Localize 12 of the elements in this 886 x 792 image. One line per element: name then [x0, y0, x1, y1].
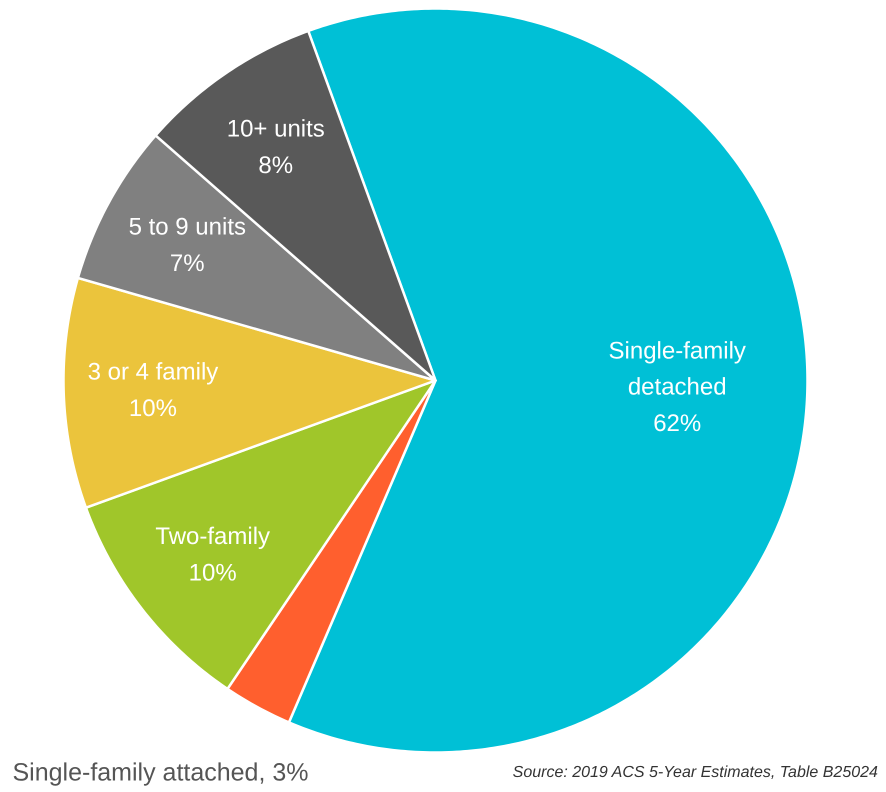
data-label: 62%: [653, 410, 702, 438]
source-note: Source: 2019 ACS 5-Year Estimates, Table B25024: [512, 764, 878, 781]
data-label: 10%: [128, 395, 177, 422]
slice-label: Single-family attached, 3%: [12, 758, 308, 786]
slice-label: 10+ units: [226, 116, 325, 142]
data-label: 7%: [170, 250, 205, 277]
slice-label: Two-family: [155, 522, 270, 550]
slice-label: 3 or 4 family: [88, 358, 218, 386]
data-label: 10%: [188, 559, 237, 586]
slice-label: 5 to 9 units: [128, 213, 246, 240]
data-label: 8%: [258, 152, 294, 179]
slice-label: Single-family detached: [608, 337, 746, 401]
